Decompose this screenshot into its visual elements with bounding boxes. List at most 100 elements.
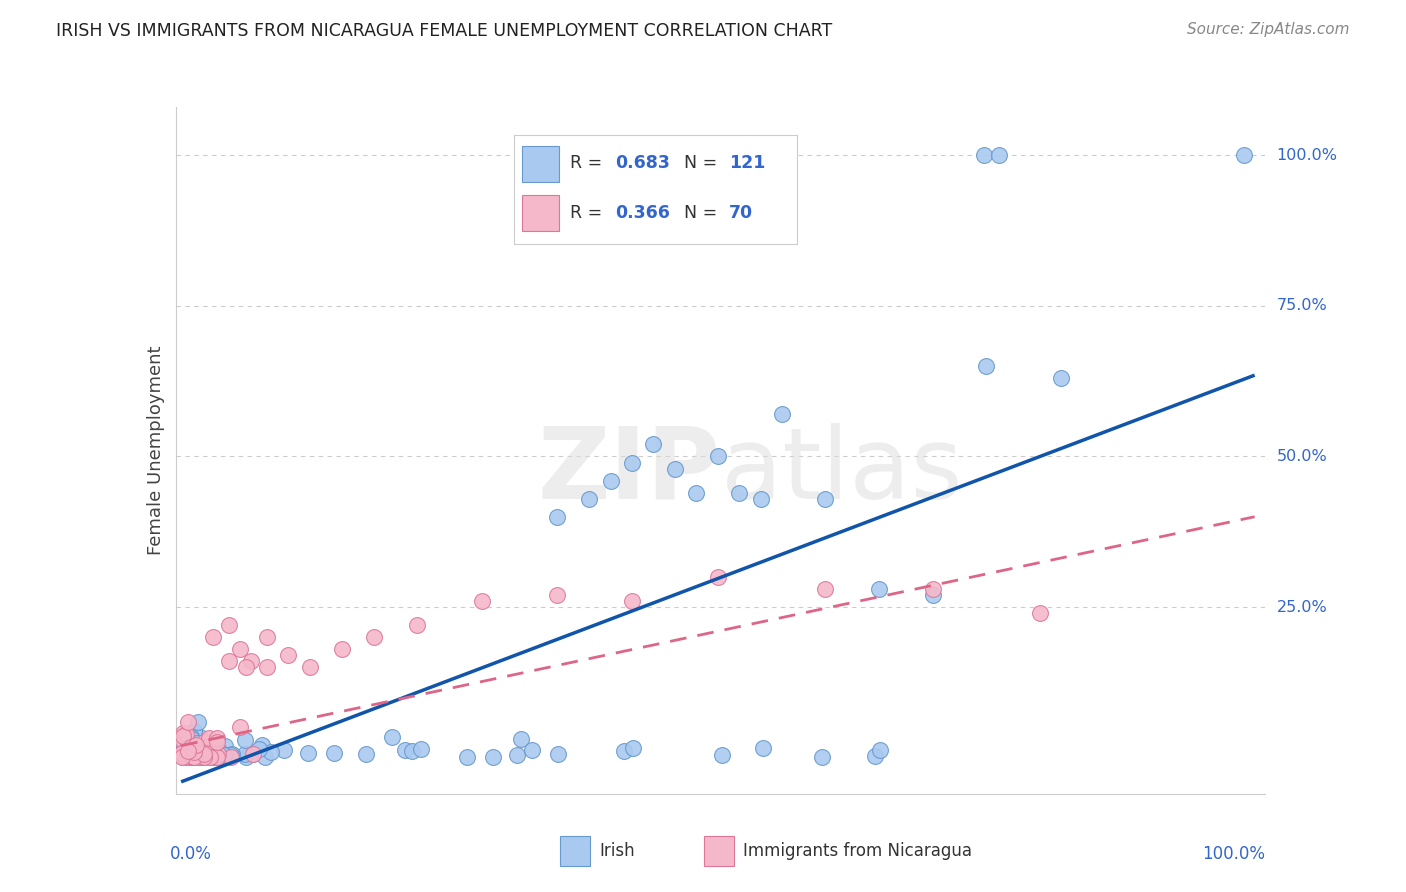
Point (179, 737, 201, 751)
Point (643, 437, 665, 451)
Point (183, 748, 205, 763)
Point (242, 747, 264, 761)
Point (200, 744, 222, 758)
Point (214, 739, 236, 754)
Point (183, 749, 205, 764)
Point (578, 491, 600, 506)
Point (172, 729, 194, 743)
Point (193, 735, 215, 749)
Point (198, 731, 221, 746)
Point (198, 750, 221, 764)
Point (184, 737, 207, 751)
Point (218, 618, 240, 632)
Point (277, 648, 299, 663)
Point (974, 359, 997, 373)
Point (176, 730, 198, 744)
Point (599, 474, 621, 488)
Point (235, 660, 257, 674)
Point (180, 740, 202, 755)
Point (179, 749, 201, 764)
Point (201, 750, 224, 764)
Point (330, 642, 353, 657)
Point (180, 749, 202, 764)
Point (863, 748, 886, 763)
Point (187, 749, 209, 764)
Point (187, 738, 209, 752)
Point (186, 750, 208, 764)
Point (814, 582, 837, 596)
Point (218, 654, 240, 668)
Point (401, 744, 423, 758)
Point (202, 750, 225, 764)
Point (180, 731, 202, 745)
Point (173, 750, 195, 764)
Point (176, 741, 198, 756)
Point (664, 461, 686, 475)
Point (613, 744, 636, 758)
Point (354, 747, 377, 762)
Point (481, 750, 503, 764)
Point (707, 570, 730, 584)
Point (172, 747, 194, 762)
Point (546, 588, 568, 602)
Point (188, 748, 211, 763)
Point (621, 594, 644, 608)
Point (256, 660, 278, 674)
Point (183, 741, 205, 756)
Point (176, 714, 198, 729)
Point (546, 509, 568, 524)
Point (323, 746, 346, 760)
Point (253, 750, 276, 764)
Point (172, 745, 194, 759)
Point (506, 748, 529, 763)
Point (179, 736, 201, 750)
Point (621, 740, 644, 755)
Point (988, 148, 1011, 162)
Point (193, 739, 215, 754)
Point (209, 750, 232, 764)
Point (187, 715, 209, 730)
Point (394, 743, 416, 757)
Point (209, 745, 232, 759)
Point (411, 741, 433, 756)
Point (811, 749, 834, 764)
Point (509, 732, 531, 747)
Point (728, 485, 751, 500)
Point (194, 749, 217, 764)
Point (207, 745, 229, 759)
Text: 25.0%: 25.0% (1277, 599, 1327, 615)
Point (256, 630, 278, 644)
Text: 100.0%: 100.0% (1202, 846, 1265, 863)
Point (184, 744, 207, 758)
Point (188, 731, 211, 745)
Point (1233, 148, 1256, 162)
Point (869, 743, 891, 757)
Point (172, 749, 194, 764)
Point (186, 739, 208, 753)
Point (172, 744, 194, 758)
Point (456, 750, 478, 764)
Point (921, 582, 943, 596)
Point (198, 739, 221, 754)
Point (471, 594, 494, 608)
Point (710, 748, 733, 763)
Point (177, 744, 200, 758)
Point (200, 749, 222, 764)
Point (180, 749, 202, 764)
Point (298, 660, 321, 674)
Point (183, 750, 205, 764)
Point (205, 750, 228, 764)
Y-axis label: Female Unemployment: Female Unemployment (146, 346, 165, 555)
Point (193, 747, 215, 761)
Point (179, 743, 201, 757)
Point (186, 750, 208, 764)
Point (202, 630, 225, 644)
Point (233, 733, 256, 747)
Point (235, 747, 257, 761)
Point (184, 747, 207, 762)
Point (204, 749, 226, 764)
Point (180, 748, 202, 763)
Point (621, 456, 644, 470)
Point (1029, 606, 1052, 620)
Point (172, 750, 194, 764)
